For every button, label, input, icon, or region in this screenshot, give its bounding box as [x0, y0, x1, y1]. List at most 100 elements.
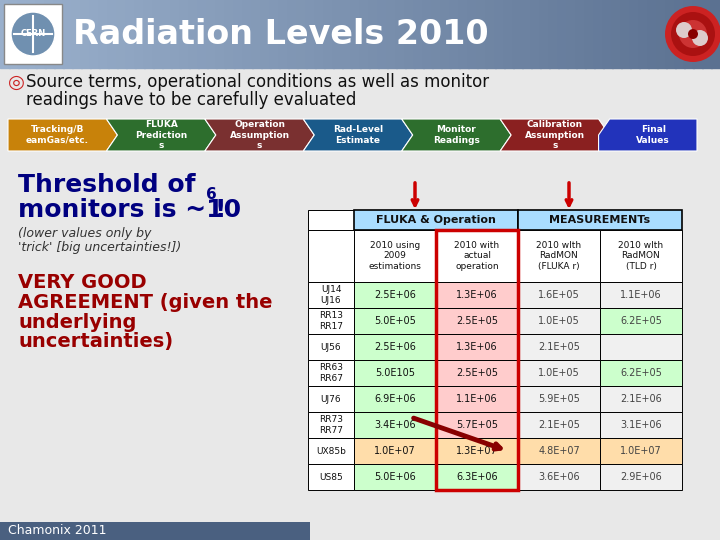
Bar [252, 0, 262, 68]
Text: VERY GOOD: VERY GOOD [18, 273, 147, 292]
Bar [180, 0, 190, 68]
Bar [216, 0, 226, 68]
Text: 1.0E+05: 1.0E+05 [538, 316, 580, 326]
Circle shape [688, 29, 698, 39]
Bar [486, 0, 496, 68]
Bar [675, 0, 685, 68]
Bar [308, 282, 354, 308]
Bar [36, 0, 46, 68]
Bar [354, 386, 436, 412]
Bar [234, 0, 244, 68]
Text: 2.1E+05: 2.1E+05 [538, 420, 580, 430]
Text: 2010 using
2009
estimations: 2010 using 2009 estimations [369, 241, 421, 271]
Bar [594, 0, 604, 68]
Bar [600, 360, 682, 386]
Bar [9, 0, 19, 68]
Text: 5.7E+05: 5.7E+05 [456, 420, 498, 430]
Bar [558, 0, 568, 68]
Bar [639, 0, 649, 68]
Text: 1.3E+07: 1.3E+07 [456, 446, 498, 456]
Bar [369, 0, 379, 68]
Text: UJ14
UJ16: UJ14 UJ16 [320, 285, 341, 305]
Bar [45, 0, 55, 68]
Text: US85: US85 [319, 472, 343, 482]
Text: 'trick' [big uncertainties!]): 'trick' [big uncertainties!]) [18, 241, 181, 254]
Bar [288, 0, 298, 68]
Text: 6.2E+05: 6.2E+05 [620, 368, 662, 378]
Text: 1.1E+06: 1.1E+06 [620, 290, 662, 300]
Bar [518, 360, 600, 386]
Text: 2010 wlth
RadMON
(TLD r): 2010 wlth RadMON (TLD r) [618, 241, 664, 271]
Bar [518, 308, 600, 334]
Text: 2.5E+05: 2.5E+05 [456, 316, 498, 326]
Bar [354, 360, 436, 386]
Text: 5.9E+05: 5.9E+05 [538, 394, 580, 404]
Text: FLUKA
Prediction
s: FLUKA Prediction s [135, 120, 187, 150]
Bar [518, 282, 600, 308]
Bar [117, 0, 127, 68]
Polygon shape [500, 119, 610, 151]
Bar [308, 464, 354, 490]
Bar [225, 0, 235, 68]
Bar [436, 334, 518, 360]
Bar [270, 0, 280, 68]
Bar [99, 0, 109, 68]
Bar [436, 282, 518, 308]
Circle shape [11, 12, 55, 56]
Bar [243, 0, 253, 68]
Text: 6.3E+06: 6.3E+06 [456, 472, 498, 482]
Bar [4, 4, 62, 64]
Text: UJ56: UJ56 [320, 342, 341, 352]
Bar [315, 0, 325, 68]
Bar [308, 230, 354, 282]
Text: (lower values only by: (lower values only by [18, 227, 151, 240]
Text: Final
Values: Final Values [636, 125, 670, 145]
Bar [603, 0, 613, 68]
Bar [600, 464, 682, 490]
Text: AGREEMENT (given the: AGREEMENT (given the [18, 293, 272, 312]
Polygon shape [8, 119, 117, 151]
Text: !: ! [215, 198, 226, 222]
Bar [308, 386, 354, 412]
Text: CERN: CERN [20, 30, 45, 38]
Text: uncertainties): uncertainties) [18, 333, 173, 352]
Text: 5.0E+05: 5.0E+05 [374, 316, 416, 326]
Bar [432, 0, 442, 68]
Text: 2.5E+06: 2.5E+06 [374, 290, 416, 300]
Bar [513, 0, 523, 68]
Bar [436, 412, 518, 438]
Bar [684, 0, 694, 68]
Text: 2.1E+05: 2.1E+05 [538, 342, 580, 352]
Text: 1.1E+06: 1.1E+06 [456, 394, 498, 404]
Bar [518, 464, 600, 490]
Bar [585, 0, 595, 68]
Bar [600, 282, 682, 308]
Text: 6.2E+05: 6.2E+05 [620, 316, 662, 326]
Bar [354, 464, 436, 490]
Bar [378, 0, 388, 68]
Bar [297, 0, 307, 68]
Bar [108, 0, 118, 68]
Text: 2010 with
actual
operation: 2010 with actual operation [454, 241, 500, 271]
Circle shape [671, 12, 715, 56]
Text: Tracking/B
eamGas/etc.: Tracking/B eamGas/etc. [26, 125, 89, 145]
Bar [436, 438, 518, 464]
Circle shape [665, 6, 720, 62]
Bar [531, 0, 541, 68]
Bar [144, 0, 154, 68]
Bar [549, 0, 559, 68]
Bar [600, 334, 682, 360]
Text: 2.9E+06: 2.9E+06 [620, 472, 662, 482]
Bar [495, 0, 505, 68]
Polygon shape [598, 119, 697, 151]
Text: Rad-Level
Estimate: Rad-Level Estimate [333, 125, 383, 145]
Text: UJ76: UJ76 [320, 395, 341, 403]
Text: 1.0E+07: 1.0E+07 [374, 446, 416, 456]
Bar [711, 0, 720, 68]
Bar [518, 210, 682, 230]
Text: Threshold of: Threshold of [18, 173, 196, 197]
Bar [198, 0, 208, 68]
Bar [612, 0, 622, 68]
Text: 2.1E+06: 2.1E+06 [620, 394, 662, 404]
Text: RR13
RR17: RR13 RR17 [319, 311, 343, 330]
